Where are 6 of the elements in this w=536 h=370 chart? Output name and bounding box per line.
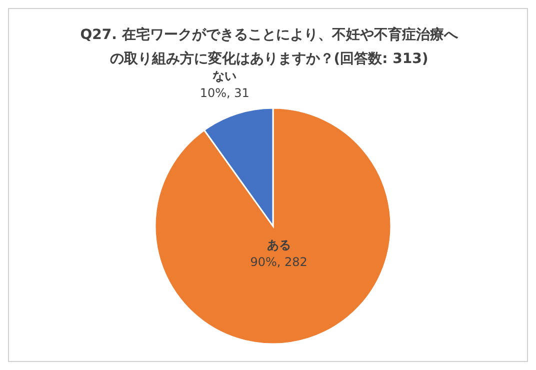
data-label: 10%, 31 (200, 86, 250, 100)
slice-label: ない (212, 69, 238, 84)
chart-title: Q27. 在宅ワークができることにより、不妊や不育症治療への取り組み方に変化はありますか？(回答数: 313) (79, 26, 459, 69)
pie-slice (154, 107, 392, 345)
data-label: 90%, 282 (250, 254, 308, 269)
slice-label: ある (266, 238, 292, 252)
